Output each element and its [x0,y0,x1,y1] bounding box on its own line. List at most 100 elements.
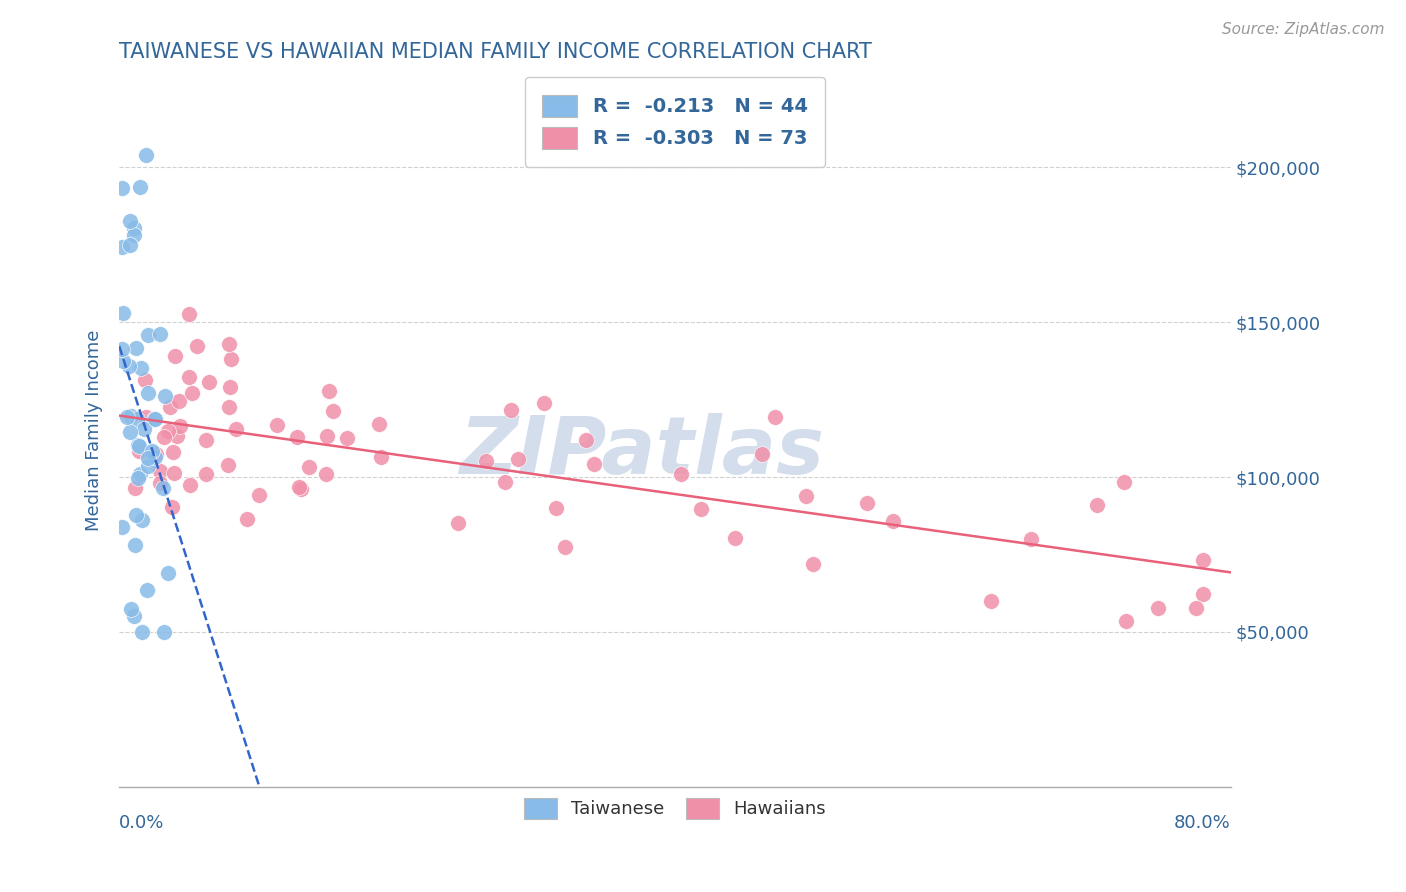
Point [1192,587,1215,601]
Point [128,440,150,454]
Point [169,418,191,433]
Point [177,307,200,321]
Point [157,566,180,581]
Point [111,240,134,254]
Point [125,341,148,355]
Point [131,624,153,639]
Point [138,386,160,401]
Point [134,373,156,387]
Point [129,467,152,481]
Point [1147,601,1170,615]
Point [124,538,146,552]
Point [447,516,470,530]
Point [266,417,288,432]
Point [856,496,879,510]
Point [122,608,145,623]
Point [149,464,172,478]
Point [315,467,337,482]
Point [127,471,149,485]
Point [499,403,522,417]
Point [335,431,357,445]
Point [127,438,149,452]
Point [120,425,142,439]
Point [801,558,824,572]
Point [751,447,773,461]
Point [129,360,152,375]
Point [160,500,183,515]
Point [1192,553,1215,567]
Point [533,396,555,410]
Point [218,400,240,414]
Point [285,430,308,444]
Point [163,349,186,363]
Point [298,460,321,475]
Text: 0.0%: 0.0% [120,814,165,832]
Text: ZIPatlas: ZIPatlas [460,413,824,491]
Point [143,450,166,464]
Point [318,384,340,399]
Point [152,430,174,444]
Point [128,444,150,458]
Point [236,511,259,525]
Point [143,411,166,425]
Point [724,531,747,545]
Legend: Taiwanese, Hawaiians: Taiwanese, Hawaiians [515,789,835,828]
Point [475,454,498,468]
Point [194,467,217,482]
Point [124,221,146,235]
Point [218,380,240,394]
Point [1085,498,1108,512]
Point [145,447,167,461]
Point [179,478,201,492]
Point [1019,532,1042,546]
Point [143,412,166,426]
Point [177,369,200,384]
Point [136,328,159,343]
Point [197,375,219,389]
Point [162,466,184,480]
Point [287,480,309,494]
Point [1185,600,1208,615]
Point [124,227,146,242]
Point [136,583,159,598]
Text: Source: ZipAtlas.com: Source: ZipAtlas.com [1222,22,1385,37]
Point [149,326,172,341]
Text: 80.0%: 80.0% [1174,814,1230,832]
Point [118,238,141,252]
Point [120,602,142,616]
Point [166,428,188,442]
Point [247,488,270,502]
Point [162,444,184,458]
Point [690,502,713,516]
Point [111,342,134,356]
Point [980,594,1002,608]
Point [136,458,159,473]
Point [132,422,155,436]
Point [120,409,142,423]
Point [194,433,217,447]
Point [141,443,163,458]
Point [152,624,174,639]
Point [494,475,516,490]
Point [111,519,134,533]
Point [1114,475,1136,490]
Point [575,433,598,447]
Point [159,401,181,415]
Point [322,404,344,418]
Point [125,411,148,425]
Point [129,180,152,194]
Y-axis label: Median Family Income: Median Family Income [86,330,103,532]
Point [180,386,202,401]
Point [111,181,134,195]
Point [118,359,141,373]
Point [219,352,242,367]
Point [115,410,138,425]
Point [152,481,174,495]
Point [217,458,239,472]
Point [506,451,529,466]
Point [290,482,312,496]
Point [316,429,339,443]
Point [153,389,176,403]
Point [554,540,576,554]
Point [794,489,817,503]
